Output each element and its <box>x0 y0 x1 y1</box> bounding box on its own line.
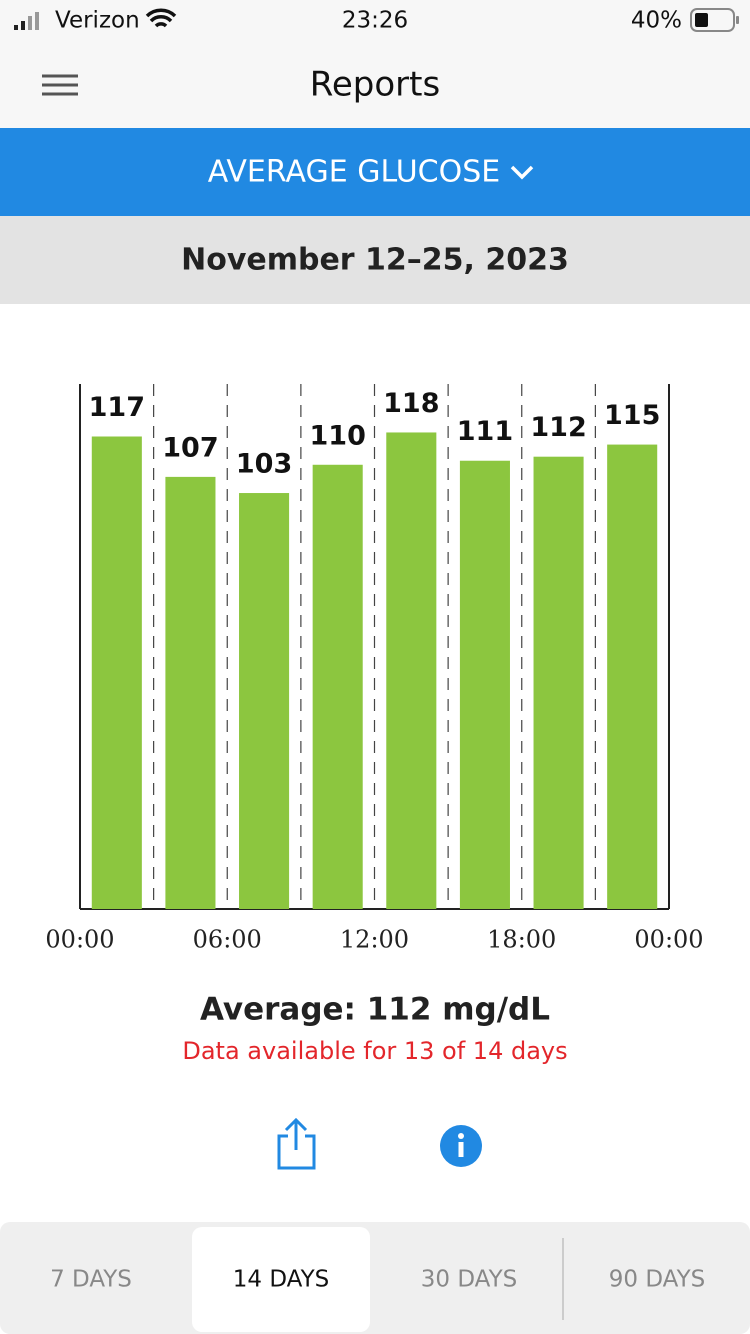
value-label: 117 <box>89 392 145 423</box>
x-tick-label: 12:00 <box>340 926 409 954</box>
menu-button[interactable] <box>42 74 78 96</box>
top-bar <box>0 0 750 128</box>
x-tick-label: 00:00 <box>45 926 114 954</box>
bar <box>607 444 658 909</box>
x-tick-label: 00:00 <box>634 926 703 954</box>
bar <box>91 436 142 909</box>
tab-label[interactable]: 90 DAYS <box>609 1267 705 1293</box>
bar <box>459 460 510 909</box>
value-label: 107 <box>162 432 218 463</box>
value-label: 115 <box>604 400 660 431</box>
average: Average: 112 mg/dL <box>200 992 550 1028</box>
share-button[interactable] <box>277 1117 316 1170</box>
carrier: Verizon <box>55 8 140 34</box>
tab-label[interactable]: 7 DAYS <box>50 1267 132 1293</box>
bar <box>533 456 584 909</box>
bar <box>386 432 437 909</box>
report-selector-label[interactable]: AVERAGE GLUCOSE <box>208 155 500 190</box>
chart: 117 107 103 110 118 111 112 115 00:00 06:00 12:00 1… <box>45 384 704 954</box>
availability: Data available for 13 of 14 days <box>182 1037 567 1065</box>
battery-icon <box>690 8 739 32</box>
info-button[interactable] <box>440 1125 482 1167</box>
clock: 23:26 <box>342 8 408 34</box>
wifi-icon <box>145 8 177 28</box>
battery-level: 40% <box>631 8 682 34</box>
report-selector[interactable] <box>0 128 750 216</box>
bar <box>165 476 216 909</box>
date-bar <box>0 216 750 304</box>
tab-label[interactable]: 14 DAYS <box>233 1267 329 1293</box>
signal-icon <box>14 12 39 30</box>
chevron-icon[interactable] <box>510 165 534 180</box>
value-label: 111 <box>457 416 513 447</box>
x-tick-label: 06:00 <box>193 926 262 954</box>
value-label: 103 <box>236 449 292 480</box>
tab-label[interactable]: 30 DAYS <box>421 1267 517 1293</box>
bar <box>239 493 290 909</box>
date-range: November 12–25, 2023 <box>181 243 569 278</box>
x-tick-label: 18:00 <box>487 926 556 954</box>
value-label: 112 <box>530 412 586 443</box>
page-title: Reports <box>310 65 440 105</box>
value-label: 110 <box>310 420 366 451</box>
bar <box>312 464 363 909</box>
tab-selected[interactable] <box>192 1227 370 1332</box>
value-label: 118 <box>383 388 439 419</box>
